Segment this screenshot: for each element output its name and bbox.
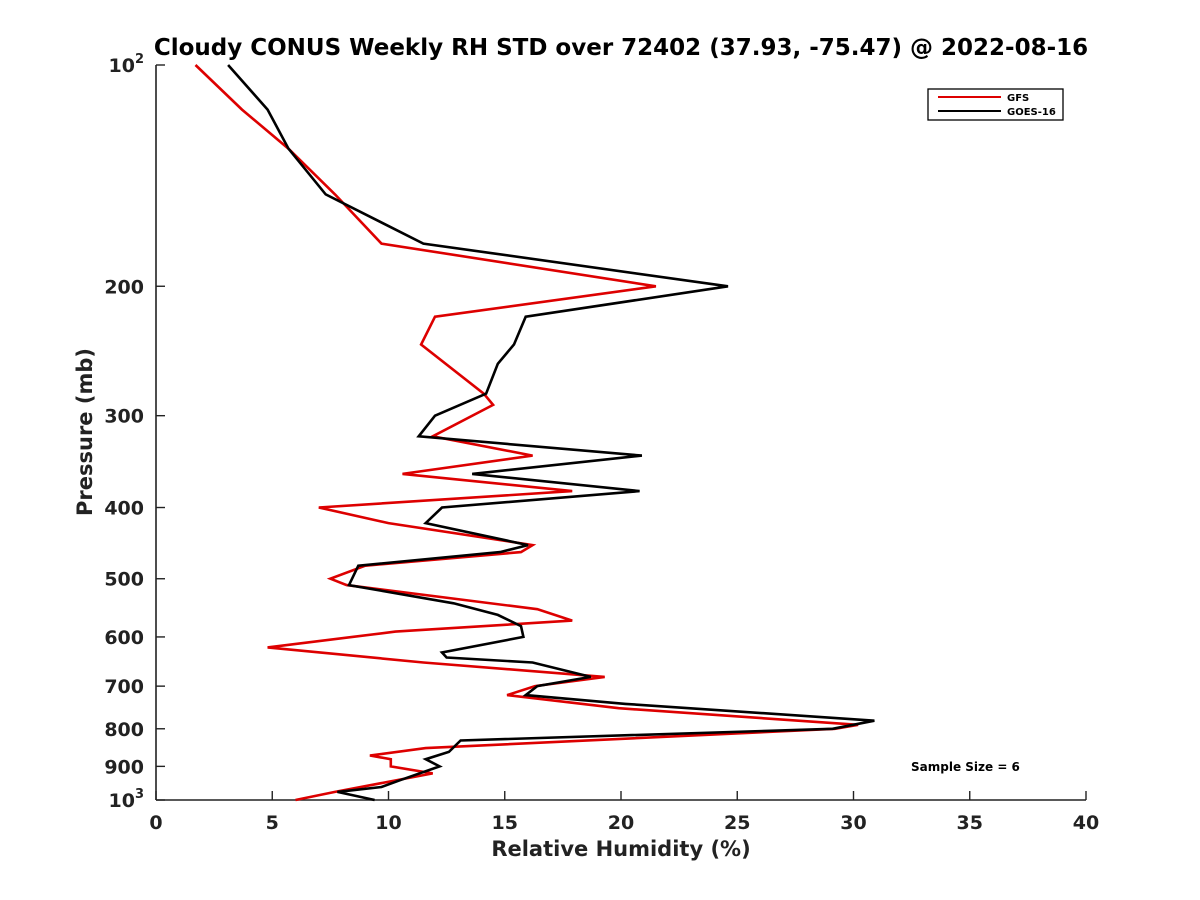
- legend-label-gfs: GFS: [1007, 93, 1029, 104]
- chart-title: Cloudy CONUS Weekly RH STD over 72402 (3…: [154, 35, 1088, 61]
- series-layer: [194, 64, 875, 802]
- y-tick-label: 600: [104, 627, 144, 649]
- x-axis-label: Relative Humidity (%): [491, 837, 750, 861]
- legend: GFS GOES-16: [927, 88, 1064, 121]
- plot-area: [155, 65, 1086, 801]
- sample-size-annotation: Sample Size = 6: [911, 760, 1020, 774]
- x-tick-label: 20: [608, 812, 634, 834]
- y-tick-label: 102: [109, 52, 145, 77]
- series-line-goes16: [227, 64, 875, 802]
- x-tick-label: 10: [375, 812, 401, 834]
- x-tick-label: 40: [1073, 812, 1099, 834]
- x-tick-label: 15: [492, 812, 518, 834]
- y-axis-ticks: 102 200 300 400 500 600 700 800 900 103: [104, 52, 165, 812]
- legend-label-goes16: GOES-16: [1007, 107, 1056, 118]
- series-line-gfs: [194, 64, 859, 802]
- x-tick-label: 30: [840, 812, 866, 834]
- y-axis-label: Pressure (mb): [73, 348, 97, 516]
- y-tick-label: 800: [104, 719, 144, 741]
- y-tick-label: 103: [109, 787, 145, 812]
- x-tick-label: 35: [957, 812, 983, 834]
- y-tick-label: 900: [104, 756, 144, 778]
- y-tick-label: 300: [104, 406, 144, 428]
- x-tick-label: 25: [724, 812, 750, 834]
- y-tick-label: 200: [104, 276, 144, 298]
- y-tick-label: 400: [104, 498, 144, 520]
- x-tick-label: 0: [149, 812, 162, 834]
- x-tick-label: 5: [266, 812, 279, 834]
- x-axis-ticks: 0 5 10 15 20 25 30 35 40: [149, 791, 1099, 834]
- y-tick-label: 700: [104, 676, 144, 698]
- legend-box: [927, 88, 1064, 121]
- y-tick-label: 500: [104, 569, 144, 591]
